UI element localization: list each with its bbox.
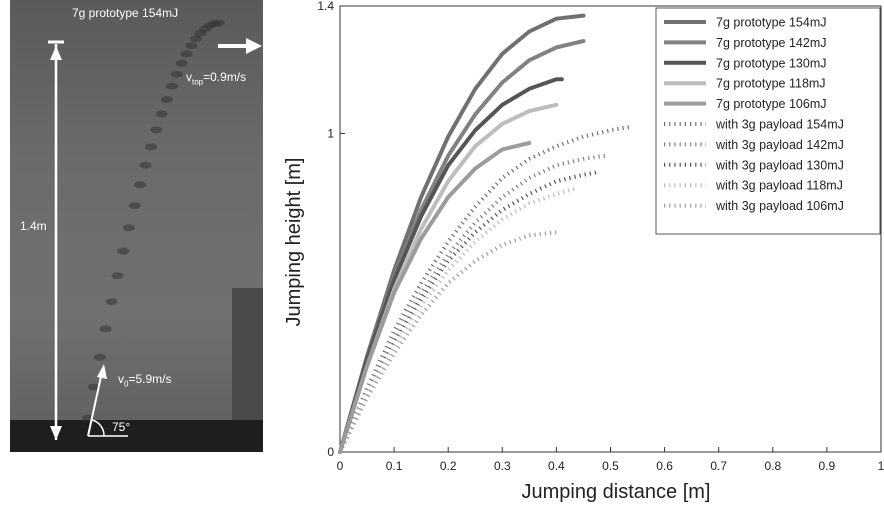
- chart-series: [338, 13, 630, 454]
- jump-chart: 0 0.1 0.2 0.3 0.4 0.5 0.6 0.7 0.8 0.9 1 0 1 1.4 Jumpi…: [283, 0, 884, 503]
- legend-box: [655, 7, 881, 235]
- legend-entry-5: 7g prototype 106mJ: [716, 97, 827, 111]
- height-arrow-head-bottom: [50, 426, 62, 440]
- height-label: 1.4m: [20, 219, 47, 233]
- jump-silhouette: [145, 143, 157, 151]
- x-tick-label: 0.5: [602, 459, 619, 473]
- jump-silhouette: [128, 202, 141, 210]
- v0-arrow-head: [97, 364, 107, 379]
- vtop-value: =0.9m/s: [203, 70, 247, 84]
- x-tick-label: 0.1: [386, 459, 403, 473]
- jump-silhouette: [134, 181, 147, 189]
- y-tick-label: 1: [327, 126, 334, 140]
- photo-overlay: [10, 19, 263, 452]
- jump-silhouette: [185, 42, 198, 50]
- photo-title: 7g prototype 154mJ: [72, 6, 179, 20]
- jump-silhouette: [170, 70, 183, 78]
- x-tick-label: 0.3: [494, 459, 511, 473]
- angle-arc: [91, 419, 105, 437]
- legend-entry-7: with 3g payload 142mJ: [715, 138, 844, 152]
- chart-legend: 7g prototype 154mJ 7g prototype 142mJ 7g p…: [655, 7, 881, 235]
- x-tick-label: 0.6: [656, 459, 673, 473]
- jump-silhouettes: [82, 19, 225, 422]
- series-line-6: [338, 125, 630, 453]
- jump-silhouette: [122, 224, 135, 232]
- v0-arrow: [87, 371, 103, 437]
- floor: [10, 420, 263, 452]
- background-object: [232, 288, 263, 420]
- jump-silhouette: [93, 353, 106, 361]
- height-arrow-head-top: [50, 46, 62, 60]
- jump-silhouette: [190, 35, 203, 43]
- x-tick-label: 0.2: [440, 459, 457, 473]
- y-tick-label: 1.4: [317, 0, 334, 13]
- v0-sub: 0: [124, 379, 129, 389]
- jump-silhouette: [117, 247, 130, 255]
- v0-value: =5.9m/s: [128, 372, 172, 386]
- jump-silhouette: [87, 383, 100, 391]
- jump-silhouette: [160, 96, 173, 103]
- series-line-5: [338, 141, 532, 454]
- series-line-8: [338, 169, 601, 453]
- v0-prefix: v: [118, 372, 124, 386]
- legend-entry-1: 7g prototype 154mJ: [716, 16, 827, 30]
- jump-silhouette: [139, 161, 152, 169]
- jump-silhouette: [175, 59, 188, 67]
- legend-entry-9: with 3g payload 118mJ: [715, 179, 843, 193]
- angle-label: 75°: [112, 420, 131, 434]
- vtop-sub: top: [192, 77, 204, 87]
- jump-silhouette: [212, 19, 225, 27]
- vtop-arrow-head: [246, 38, 262, 54]
- x-tick-label: 0.9: [819, 459, 836, 473]
- vtop-label: vtop=0.9m/s: [186, 70, 246, 86]
- series-line-10: [338, 230, 557, 453]
- x-tick-label: 0.8: [764, 459, 781, 473]
- jump-silhouette: [111, 272, 124, 280]
- legend-entry-4: 7g prototype 118mJ: [716, 77, 826, 91]
- jump-silhouette: [165, 82, 178, 90]
- legend-entry-2: 7g prototype 142mJ: [716, 36, 827, 50]
- jump-silhouette: [155, 110, 168, 118]
- x-axis-label: Jumping distance [m]: [522, 481, 711, 503]
- series-line-3: [338, 77, 564, 454]
- legend-entry-10: with 3g payload 106mJ: [715, 199, 844, 213]
- legend-entry-8: with 3g payload 130mJ: [715, 158, 844, 172]
- x-tick-label: 0: [337, 459, 344, 473]
- y-tick-label: 0: [327, 445, 334, 459]
- jump-silhouette: [180, 50, 193, 58]
- jump-silhouette: [105, 298, 118, 306]
- v0-label: v0=5.9m/s: [118, 372, 171, 388]
- jump-sequence-photo: 7g prototype 154mJ 1.4m vtop=0.9m/s v0=5…: [10, 0, 263, 452]
- jump-silhouette: [150, 126, 163, 134]
- x-tick-label: 0.4: [548, 459, 565, 473]
- legend-entry-6: with 3g payload 154mJ: [715, 118, 844, 132]
- y-axis-label: Jumping height [m]: [283, 158, 305, 327]
- vtop-prefix: v: [186, 70, 192, 84]
- chart-axes: 0 0.1 0.2 0.3 0.4 0.5 0.6 0.7 0.8 0.9 1 0 1 1.4: [317, 0, 884, 473]
- series-line-7: [338, 153, 606, 453]
- jump-silhouette: [99, 325, 112, 333]
- legend-entry-3: 7g prototype 130mJ: [716, 56, 827, 70]
- x-tick-label: 0.7: [710, 459, 727, 473]
- x-tick-label: 1: [878, 459, 884, 473]
